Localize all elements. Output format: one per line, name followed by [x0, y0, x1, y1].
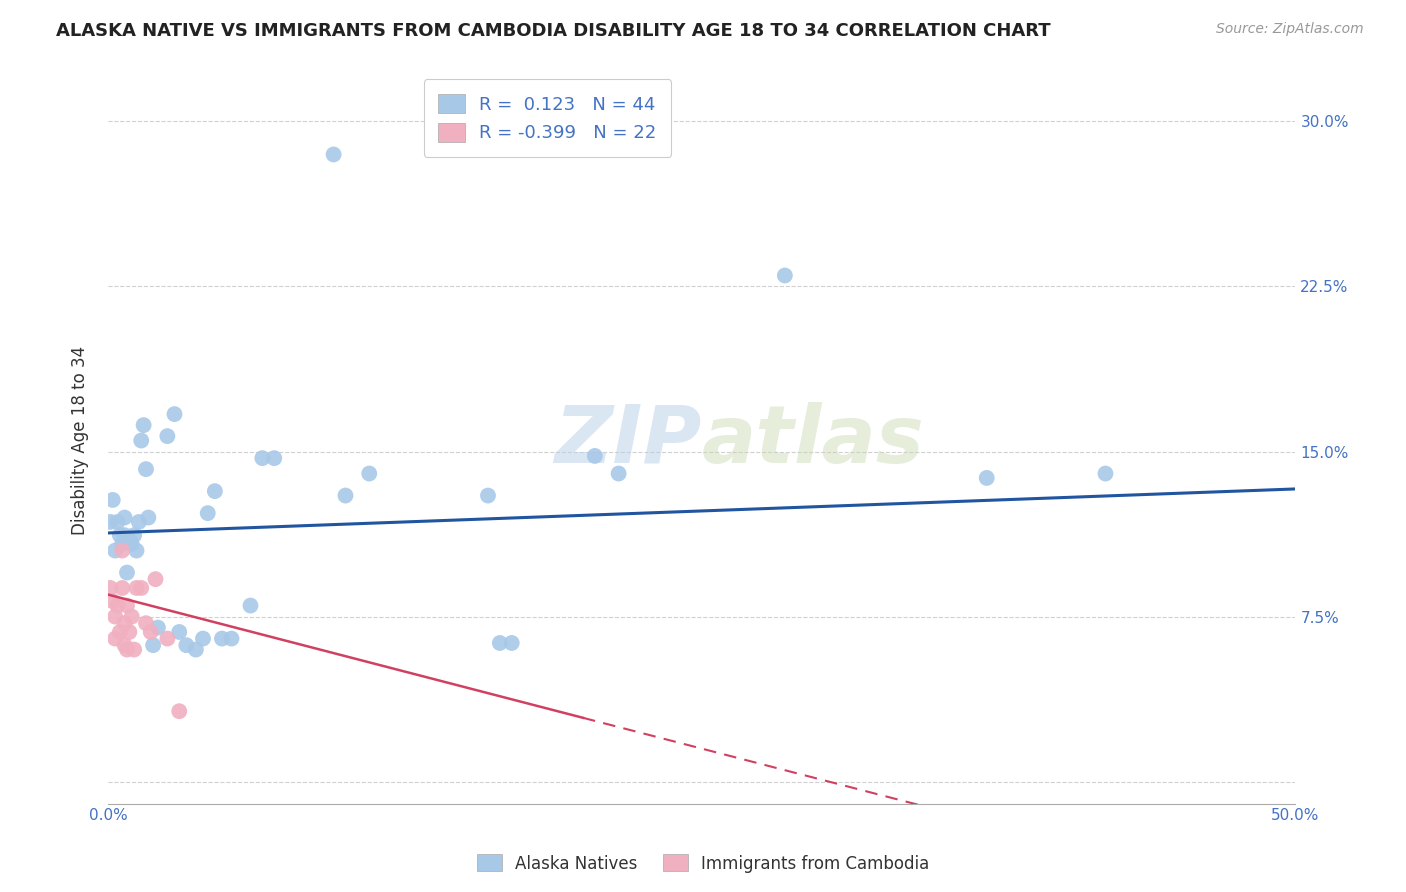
Text: Source: ZipAtlas.com: Source: ZipAtlas.com: [1216, 22, 1364, 37]
Point: [263, 451, 285, 466]
Text: atlas: atlas: [702, 401, 925, 480]
Point: [118, 533, 141, 547]
Point: [115, 642, 138, 657]
Point: [145, 572, 167, 586]
Point: [104, 632, 127, 646]
Point: [167, 704, 190, 718]
Point: [115, 599, 138, 613]
Point: [122, 642, 145, 657]
Point: [108, 624, 131, 639]
Point: [322, 147, 344, 161]
Point: [98, 581, 121, 595]
Point: [138, 510, 160, 524]
Point: [167, 624, 190, 639]
Text: ALASKA NATIVE VS IMMIGRANTS FROM CAMBODIA DISABILITY AGE 18 TO 34 CORRELATION CH: ALASKA NATIVE VS IMMIGRANTS FROM CAMBODI…: [56, 22, 1050, 40]
Y-axis label: Disability Age 18 to 34: Disability Age 18 to 34: [72, 346, 89, 535]
Point: [125, 543, 148, 558]
Point: [976, 471, 998, 485]
Point: [239, 599, 262, 613]
Point: [583, 449, 606, 463]
Point: [108, 528, 131, 542]
Point: [142, 638, 165, 652]
Point: [211, 632, 233, 646]
Point: [107, 599, 129, 613]
Point: [221, 632, 243, 646]
Point: [114, 510, 136, 524]
Point: [101, 594, 124, 608]
Point: [156, 632, 179, 646]
Point: [128, 515, 150, 529]
Point: [122, 528, 145, 542]
Text: ZIP: ZIP: [554, 401, 702, 480]
Point: [204, 484, 226, 499]
Point: [111, 581, 134, 595]
Point: [477, 489, 499, 503]
Legend: Alaska Natives, Immigrants from Cambodia: Alaska Natives, Immigrants from Cambodia: [470, 847, 936, 880]
Point: [359, 467, 381, 481]
Point: [115, 566, 138, 580]
Point: [101, 492, 124, 507]
Point: [121, 609, 143, 624]
Point: [111, 537, 134, 551]
Point: [118, 624, 141, 639]
Point: [335, 489, 357, 503]
Point: [773, 268, 796, 283]
Point: [129, 434, 152, 448]
Legend: R =  0.123   N = 44, R = -0.399   N = 22: R = 0.123 N = 44, R = -0.399 N = 22: [423, 79, 671, 157]
Point: [156, 429, 179, 443]
Point: [121, 537, 143, 551]
Point: [163, 407, 186, 421]
Point: [104, 543, 127, 558]
Point: [114, 638, 136, 652]
Point: [107, 515, 129, 529]
Point: [176, 638, 198, 652]
Point: [132, 418, 155, 433]
Point: [98, 515, 121, 529]
Point: [1094, 467, 1116, 481]
Point: [184, 642, 207, 657]
Point: [114, 616, 136, 631]
Point: [111, 543, 134, 558]
Point: [135, 616, 157, 631]
Point: [146, 621, 169, 635]
Point: [607, 467, 630, 481]
Point: [501, 636, 523, 650]
Point: [135, 462, 157, 476]
Point: [125, 581, 148, 595]
Point: [104, 609, 127, 624]
Point: [191, 632, 214, 646]
Point: [139, 624, 162, 639]
Point: [129, 581, 152, 595]
Point: [197, 506, 219, 520]
Point: [489, 636, 512, 650]
Point: [252, 451, 274, 466]
Point: [114, 528, 136, 542]
